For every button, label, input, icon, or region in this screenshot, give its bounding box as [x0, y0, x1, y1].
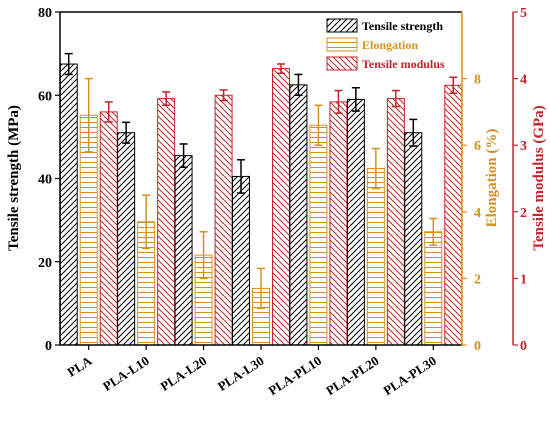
legend-label-tensile-modulus: Tensile modulus — [362, 57, 445, 71]
x-tick-label-0: PLA — [64, 353, 94, 380]
left-tick-label-0: 0 — [45, 339, 52, 354]
legend: Tensile strength Elongation Tensile modu… — [326, 18, 445, 71]
error-bar-elongation-2 — [199, 231, 208, 280]
bar-tensile-strength-0 — [59, 63, 78, 346]
modulus-tick-label-4: 4 — [520, 73, 527, 88]
modulus-tick-label-2: 2 — [520, 206, 527, 221]
error-bar-tensile-modulus-4 — [334, 89, 343, 114]
legend-swatch-tensile-modulus — [326, 56, 358, 71]
error-bar-tensile-strength-3 — [237, 159, 245, 194]
error-bar-elongation-5 — [371, 147, 380, 190]
elongation-tick-label-3: 6 — [474, 139, 481, 154]
error-bar-tensile-modulus-3 — [277, 63, 285, 75]
legend-swatch-elongation — [326, 37, 358, 52]
x-tick-label-1: PLA-L10 — [100, 353, 152, 394]
bar-tensile-strength-2 — [174, 155, 193, 346]
error-bar-tensile-modulus-5 — [391, 89, 400, 108]
error-bar-elongation-0 — [84, 77, 93, 153]
elongation-tick-label-4: 8 — [474, 73, 481, 88]
error-bar-tensile-modulus-1 — [162, 91, 171, 106]
bar-tensile-modulus-5 — [386, 98, 405, 346]
left-axis-title: Tensile strength (MPa) — [6, 105, 22, 251]
elongation-tick-label-1: 2 — [474, 272, 481, 287]
modulus-tick-label-0: 0 — [520, 339, 527, 354]
bar-tensile-modulus-2 — [214, 94, 233, 346]
error-bar-tensile-modulus-2 — [219, 89, 228, 102]
x-tick-label-4: PLA-PL10 — [266, 353, 324, 398]
legend-swatch-tensile-strength — [326, 18, 358, 33]
error-bar-tensile-strength-4 — [294, 73, 303, 96]
x-tick-label-3: PLA-L30 — [215, 353, 267, 394]
bar-tensile-modulus-1 — [157, 98, 176, 346]
modulus-tick-label-3: 3 — [520, 139, 527, 154]
elongation-tick-label-0: 0 — [474, 339, 481, 354]
error-bar-tensile-strength-2 — [179, 143, 188, 169]
bar-tensile-strength-1 — [117, 132, 136, 346]
bar-elongation-5 — [366, 168, 385, 346]
error-bar-elongation-4 — [314, 104, 323, 146]
legend-label-elongation: Elongation — [362, 38, 418, 52]
error-bar-tensile-strength-1 — [122, 121, 131, 144]
modulus-tick-label-1: 1 — [520, 272, 527, 287]
error-bar-tensile-modulus-6 — [449, 76, 458, 95]
bar-elongation-6 — [424, 231, 443, 346]
x-tick-label-6: PLA-PL30 — [380, 353, 438, 398]
bar-tensile-modulus-6 — [444, 84, 463, 346]
error-bar-tensile-strength-6 — [409, 118, 418, 147]
x-tick-label-5: PLA-PL20 — [323, 353, 381, 398]
x-tick-label-2: PLA-L20 — [157, 353, 209, 394]
bar-tensile-strength-3 — [232, 175, 250, 346]
bar-tensile-modulus-4 — [329, 101, 348, 346]
bar-tensile-strength-5 — [346, 98, 365, 346]
error-bar-tensile-modulus-0 — [104, 101, 113, 123]
modulus-tick-label-5: 5 — [520, 6, 527, 21]
elongation-tick-label-2: 4 — [474, 206, 481, 221]
bars-layer — [59, 52, 463, 346]
left-tick-label-4: 80 — [38, 6, 52, 21]
error-bar-tensile-strength-0 — [64, 52, 73, 76]
error-bar-elongation-3 — [257, 267, 265, 310]
left-tick-label-2: 40 — [38, 173, 52, 188]
left-tick-label-3: 60 — [38, 89, 52, 104]
legend-label-tensile-strength: Tensile strength — [362, 19, 443, 33]
modulus-axis-title: Tensile modulus (GPa) — [531, 105, 547, 250]
bar-tensile-modulus-0 — [99, 111, 118, 346]
elongation-axis-title: Elongation (%) — [484, 129, 500, 228]
bar-tensile-strength-6 — [404, 132, 423, 346]
bar-elongation-4 — [309, 124, 328, 346]
error-bar-elongation-1 — [142, 194, 151, 250]
bar-tensile-strength-4 — [289, 84, 308, 346]
error-bar-elongation-6 — [429, 217, 438, 246]
error-bar-tensile-strength-5 — [351, 87, 360, 112]
left-tick-label-1: 20 — [38, 256, 52, 271]
bar-tensile-modulus-3 — [272, 68, 290, 346]
